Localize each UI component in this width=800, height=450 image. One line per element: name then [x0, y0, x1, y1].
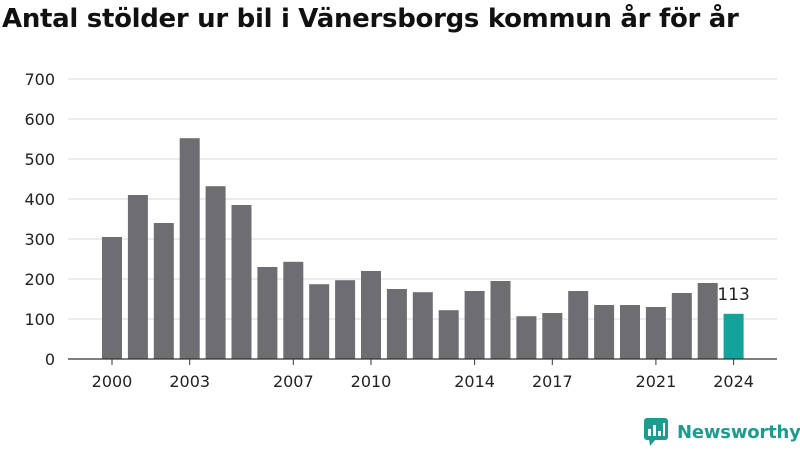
- y-tick-label: 100: [24, 310, 55, 329]
- bar-2018: [568, 291, 589, 359]
- newsworthy-logo-icon: [644, 418, 668, 446]
- y-tick-label: 500: [24, 150, 55, 169]
- bar-2024: [723, 313, 744, 359]
- bar-2022: [671, 293, 692, 359]
- bar-2020: [620, 305, 640, 359]
- x-tick-label: 2014: [454, 372, 495, 391]
- x-tick-label: 2017: [532, 372, 573, 391]
- gridlines: [68, 78, 777, 320]
- data-label: 113: [717, 285, 749, 305]
- bar-2023: [697, 283, 718, 359]
- bar-2004: [205, 186, 226, 359]
- x-axis-ticks: 2000 2003 2007 2010 2014 2017 2021 2024: [92, 359, 754, 391]
- y-tick-label: 300: [24, 230, 55, 249]
- bar-2006: [257, 267, 278, 359]
- annotations: 113: [717, 285, 749, 305]
- x-tick-label: 2007: [273, 372, 314, 391]
- y-tick-label: 200: [24, 270, 55, 289]
- brand-name: Newsworthy: [677, 421, 800, 443]
- y-tick-label: 400: [24, 190, 55, 209]
- bar-2010: [361, 271, 381, 359]
- bar-2016: [516, 316, 537, 359]
- bar-2002: [153, 223, 174, 359]
- bars: [102, 138, 744, 359]
- x-tick-label: 2003: [169, 372, 210, 391]
- bar-2019: [594, 305, 615, 359]
- x-tick-label: 2021: [636, 372, 677, 391]
- chart-title: Antal stölder ur bil i Vänersborgs kommu…: [2, 4, 739, 34]
- bar-2005: [231, 205, 252, 359]
- bar-2015: [490, 281, 511, 359]
- bar-2014: [464, 291, 485, 359]
- x-tick-label: 2010: [351, 372, 392, 391]
- bar-2017: [542, 313, 563, 359]
- bar-2009: [335, 280, 356, 359]
- newsworthy-logo: Newsworthy: [644, 418, 800, 446]
- bar-2000: [102, 237, 122, 359]
- bar-2001: [127, 195, 148, 359]
- y-tick-label: 700: [24, 70, 55, 89]
- bar-2008: [309, 284, 330, 359]
- bar-2007: [283, 261, 304, 359]
- bar-2021: [645, 307, 666, 359]
- bar-2013: [438, 310, 459, 359]
- x-tick-label: 2024: [713, 372, 754, 391]
- bar-2011: [386, 289, 407, 359]
- y-axis-ticks: 0 100 200 300 400 500 600 700: [24, 70, 55, 369]
- bar-2003: [179, 138, 200, 359]
- x-tick-label: 2000: [92, 372, 133, 391]
- y-tick-label: 600: [24, 110, 55, 129]
- y-tick-label: 0: [45, 350, 55, 369]
- bar-2012: [412, 292, 433, 359]
